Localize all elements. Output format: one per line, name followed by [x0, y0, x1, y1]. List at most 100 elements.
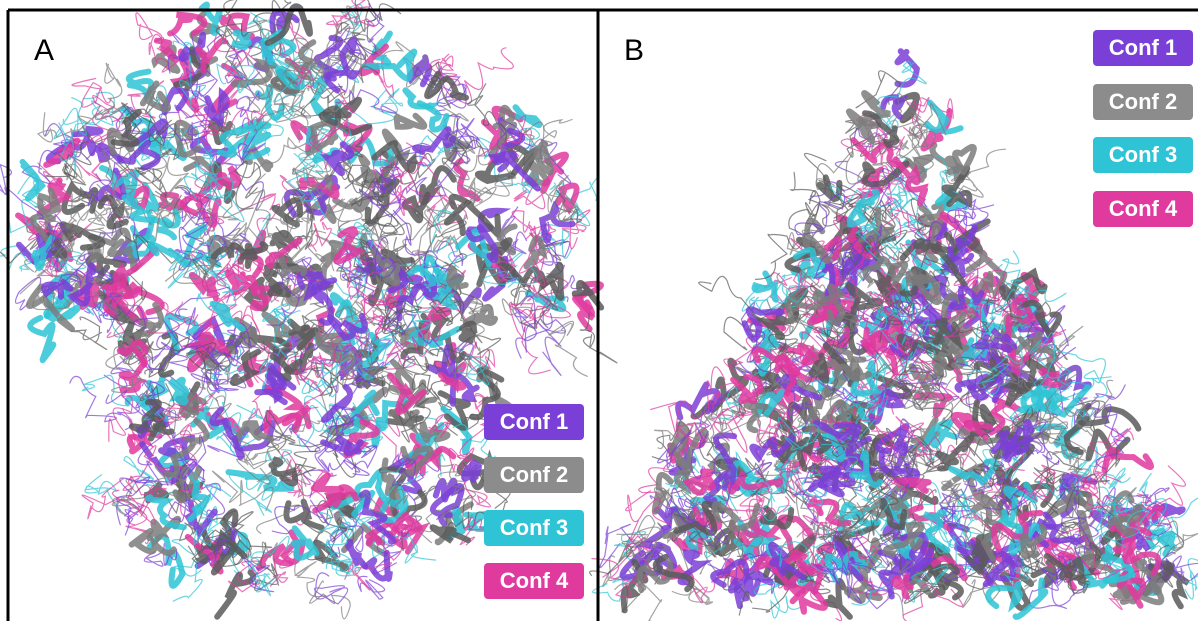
- protein-strand: [626, 526, 661, 562]
- protein-strand: [878, 569, 902, 600]
- protein-strand: [533, 141, 554, 176]
- protein-strand: [158, 104, 208, 141]
- protein-strand: [185, 342, 222, 372]
- legend-item: Conf 1: [484, 404, 584, 440]
- protein-strand: [241, 556, 275, 593]
- protein-strand: [877, 60, 927, 117]
- protein-strand: [381, 294, 418, 336]
- protein-strand: [262, 303, 291, 327]
- protein-strand: [1090, 456, 1115, 485]
- protein-strand: [473, 335, 502, 398]
- protein-strand: [430, 209, 460, 268]
- protein-strand: [122, 445, 183, 491]
- protein-strand: [741, 286, 769, 315]
- protein-strand: [374, 88, 403, 114]
- protein-strand: [201, 362, 250, 380]
- protein-strand: [690, 423, 709, 480]
- protein-strand: [688, 501, 735, 542]
- protein-strand: [959, 433, 1004, 482]
- structure-a: [0, 0, 618, 620]
- protein-strand: [361, 48, 418, 82]
- protein-strand: [293, 152, 324, 175]
- protein-strand: [1006, 359, 1041, 396]
- protein-strand: [294, 559, 327, 598]
- protein-strand: [1135, 472, 1167, 531]
- protein-strand: [271, 197, 303, 228]
- protein-strand: [698, 275, 771, 333]
- protein-strand: [269, 550, 296, 587]
- protein-strand: [173, 46, 210, 91]
- protein-strand: [651, 420, 708, 461]
- protein-strand: [721, 459, 772, 519]
- protein-strand: [333, 226, 367, 265]
- protein-strand: [96, 182, 130, 226]
- protein-strand: [139, 383, 175, 410]
- protein-strand: [913, 103, 947, 148]
- protein-strand: [934, 434, 974, 472]
- protein-strand: [676, 469, 710, 516]
- protein-strand: [233, 316, 258, 348]
- protein-strand: [43, 137, 81, 168]
- protein-strand: [151, 44, 181, 74]
- protein-strand: [1081, 447, 1121, 517]
- protein-strand: [1072, 392, 1129, 438]
- protein-strand: [458, 320, 478, 345]
- protein-strand: [496, 116, 521, 153]
- protein-strand: [1146, 497, 1198, 542]
- protein-strand: [768, 285, 819, 350]
- protein-strand: [373, 316, 413, 376]
- protein-strand: [964, 552, 996, 576]
- protein-strand: [943, 302, 995, 338]
- protein-strand: [188, 272, 219, 302]
- protein-strand: [318, 96, 363, 126]
- protein-strand: [389, 512, 423, 537]
- protein-strand: [116, 339, 149, 368]
- protein-strand: [396, 274, 438, 322]
- protein-strand: [690, 376, 728, 420]
- protein-strand: [412, 126, 456, 155]
- protein-strand: [922, 509, 951, 554]
- protein-strand: [457, 354, 490, 386]
- protein-strand: [896, 333, 941, 358]
- protein-strand: [178, 102, 211, 138]
- protein-strand: [813, 558, 849, 589]
- protein-strand: [265, 237, 303, 269]
- protein-strand: [187, 534, 229, 565]
- protein-strand: [867, 513, 917, 543]
- protein-strand: [187, 466, 232, 502]
- protein-strand: [88, 278, 124, 316]
- protein-strand: [338, 263, 376, 327]
- protein-strand: [865, 576, 895, 610]
- protein-strand: [1049, 524, 1090, 570]
- protein-strand: [849, 449, 884, 489]
- protein-strand: [654, 429, 695, 473]
- protein-strand: [1019, 523, 1048, 559]
- protein-strand: [871, 422, 924, 450]
- protein-strand: [834, 540, 864, 582]
- protein-strand: [652, 553, 695, 593]
- protein-strand: [153, 37, 179, 63]
- protein-strand: [181, 434, 207, 480]
- protein-strand: [226, 261, 254, 288]
- protein-strand: [111, 279, 143, 306]
- protein-strand: [535, 309, 567, 376]
- protein-strand: [1039, 366, 1080, 425]
- protein-strand: [657, 430, 692, 469]
- protein-strand: [21, 141, 76, 185]
- protein-strand: [173, 248, 204, 271]
- protein-strand: [774, 354, 797, 397]
- protein-strand: [277, 351, 339, 397]
- protein-strand: [461, 459, 482, 483]
- protein-strand: [75, 233, 111, 265]
- protein-strand: [312, 184, 363, 223]
- protein-strand: [455, 228, 492, 268]
- protein-strand: [198, 1, 223, 36]
- protein-strand: [196, 232, 225, 278]
- protein-strand: [248, 285, 277, 312]
- protein-strand: [711, 500, 760, 532]
- protein-strand: [1089, 427, 1135, 457]
- protein-strand: [1045, 384, 1091, 418]
- protein-strand: [187, 479, 210, 523]
- protein-strand: [1022, 299, 1062, 339]
- protein-strand: [267, 353, 303, 382]
